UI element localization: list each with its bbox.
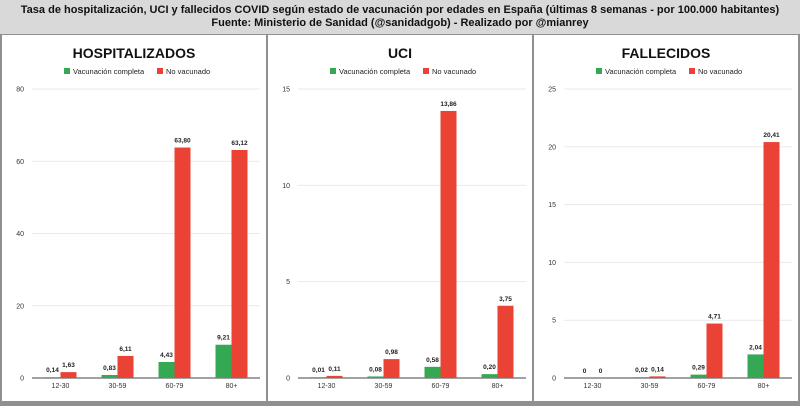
bar-no-vacunado-80: [497, 305, 514, 378]
data-label-vacunacion-completa-80: 9,21: [217, 335, 230, 342]
chart-title: UCI: [388, 45, 412, 61]
bar-no-vacunado-12-30: [326, 375, 343, 378]
panel-uci: UCI Vacunación completa No vacunado 0 5 10 15 0…: [268, 35, 532, 401]
bar-vacunacion-completa-60-79: [158, 361, 175, 378]
x-tick-label: 12-30: [584, 383, 602, 390]
y-tick-label: 20: [16, 303, 24, 310]
bar-vacunacion-completa-12-30: [310, 377, 327, 378]
legend-swatch-no-vacunado: [157, 68, 163, 74]
data-label-no-vacunado-30-59: 6,11: [119, 346, 132, 353]
data-label-vacunacion-completa-80: 0,20: [483, 364, 496, 371]
bar-vacunacion-completa-60-79: [424, 366, 441, 378]
y-tick-label: 10: [548, 260, 556, 267]
data-label-vacunacion-completa-30-59: 0,83: [103, 365, 116, 372]
y-tick-label: 5: [552, 318, 556, 325]
bar-vacunacion-completa-80: [481, 374, 498, 378]
bar-vacunacion-completa-80: [215, 344, 232, 378]
data-label-vacunacion-completa-12-30: 0: [583, 368, 587, 375]
x-tick-label: 80+: [758, 383, 770, 390]
legend-label-vacunacion-completa: Vacunación completa: [605, 67, 677, 76]
header-source: Fuente: Ministerio de Sanidad (@sanidadg…: [211, 17, 589, 29]
x-tick-label: 60-79: [166, 383, 184, 390]
data-label-no-vacunado-60-79: 4,71: [708, 314, 721, 321]
bar-no-vacunado-60-79: [706, 323, 723, 378]
bar-vacunacion-completa-60-79: [690, 374, 707, 378]
y-tick-label: 80: [16, 87, 24, 94]
data-label-no-vacunado-80: 20,41: [763, 132, 780, 139]
data-label-no-vacunado-60-79: 63,80: [174, 138, 191, 145]
chart-title: FALLECIDOS: [622, 45, 711, 61]
x-tick-label: 30-59: [109, 383, 127, 390]
y-tick-label: 5: [286, 279, 290, 286]
y-tick-label: 15: [282, 87, 290, 94]
legend-swatch-no-vacunado: [423, 68, 429, 74]
y-tick-label: 20: [548, 144, 556, 151]
y-tick-label: 60: [16, 159, 24, 166]
chart-fallecidos: FALLECIDOS Vacunación completa No vacunado…: [548, 45, 792, 390]
bar-no-vacunado-60-79: [440, 110, 457, 379]
y-tick-label: 15: [548, 202, 556, 209]
x-tick-label: 30-59: [375, 383, 393, 390]
legend-swatch-vacunacion-completa: [64, 68, 70, 74]
bar-no-vacunado-30-59: [117, 355, 134, 378]
header-title: Tasa de hospitalización, UCI y fallecido…: [20, 4, 780, 16]
chart-header: Tasa de hospitalización, UCI y fallecido…: [0, 0, 800, 34]
legend-swatch-no-vacunado: [689, 68, 695, 74]
legend-label-vacunacion-completa: Vacunación completa: [73, 67, 145, 76]
x-tick-label: 80+: [226, 383, 238, 390]
data-label-vacunacion-completa-30-59: 0,02: [635, 367, 648, 374]
bar-no-vacunado-60-79: [174, 147, 191, 378]
data-label-no-vacunado-80: 63,12: [231, 140, 248, 147]
bar-no-vacunado-30-59: [649, 376, 666, 378]
panel-fallecidos: FALLECIDOS Vacunación completa No vacunado…: [534, 35, 798, 401]
bar-vacunacion-completa-30-59: [101, 375, 118, 378]
x-tick-label: 12-30: [318, 383, 336, 390]
bar-vacunacion-completa-12-30: [44, 377, 61, 378]
data-label-vacunacion-completa-80: 2,04: [749, 344, 762, 351]
legend-label-no-vacunado: No vacunado: [432, 67, 476, 76]
data-label-no-vacunado-80: 3,75: [499, 296, 512, 303]
legend-label-no-vacunado: No vacunado: [698, 67, 742, 76]
panel-hospitalizados: HOSPITALIZADOS Vacunación completa No vacu…: [2, 35, 266, 401]
bar-vacunacion-completa-30-59: [367, 376, 384, 378]
bar-vacunacion-completa-30-59: [633, 377, 650, 378]
chart-uci: UCI Vacunación completa No vacunado 0 5 10 15 0…: [282, 45, 526, 390]
bar-no-vacunado-80: [231, 149, 248, 378]
y-tick-label: 25: [548, 87, 556, 94]
data-label-vacunacion-completa-12-30: 0,01: [312, 367, 325, 374]
data-label-vacunacion-completa-60-79: 0,29: [692, 365, 705, 372]
data-label-vacunacion-completa-60-79: 0,58: [426, 357, 439, 364]
data-label-no-vacunado-12-30: 1,63: [62, 362, 75, 369]
bar-vacunacion-completa-80: [747, 354, 764, 378]
x-tick-label: 30-59: [641, 383, 659, 390]
chart-hospitalizados: HOSPITALIZADOS Vacunación completa No vacu…: [16, 45, 260, 390]
y-tick-label: 40: [16, 231, 24, 238]
x-tick-label: 80+: [492, 383, 504, 390]
legend-label-no-vacunado: No vacunado: [166, 67, 210, 76]
data-label-no-vacunado-30-59: 0,98: [385, 349, 398, 356]
bar-no-vacunado-12-30: [60, 372, 77, 378]
bar-no-vacunado-30-59: [383, 359, 400, 378]
y-tick-label: 0: [552, 376, 556, 383]
x-tick-label: 12-30: [52, 383, 70, 390]
y-tick-label: 10: [282, 183, 290, 190]
y-tick-label: 0: [286, 376, 290, 383]
legend-swatch-vacunacion-completa: [330, 68, 336, 74]
x-tick-label: 60-79: [432, 383, 450, 390]
data-label-vacunacion-completa-12-30: 0,14: [46, 367, 59, 374]
legend-swatch-vacunacion-completa: [596, 68, 602, 74]
data-label-no-vacunado-30-59: 0,14: [651, 366, 664, 373]
data-label-no-vacunado-12-30: 0,11: [328, 366, 341, 373]
y-tick-label: 0: [20, 376, 24, 383]
bar-no-vacunado-80: [763, 142, 780, 378]
data-label-vacunacion-completa-60-79: 4,43: [160, 352, 173, 359]
data-label-no-vacunado-12-30: 0: [599, 368, 603, 375]
x-tick-label: 60-79: [698, 383, 716, 390]
data-label-no-vacunado-60-79: 13,86: [440, 101, 457, 108]
legend-label-vacunacion-completa: Vacunación completa: [339, 67, 411, 76]
chart-title: HOSPITALIZADOS: [73, 45, 196, 61]
data-label-vacunacion-completa-30-59: 0,08: [369, 366, 382, 373]
